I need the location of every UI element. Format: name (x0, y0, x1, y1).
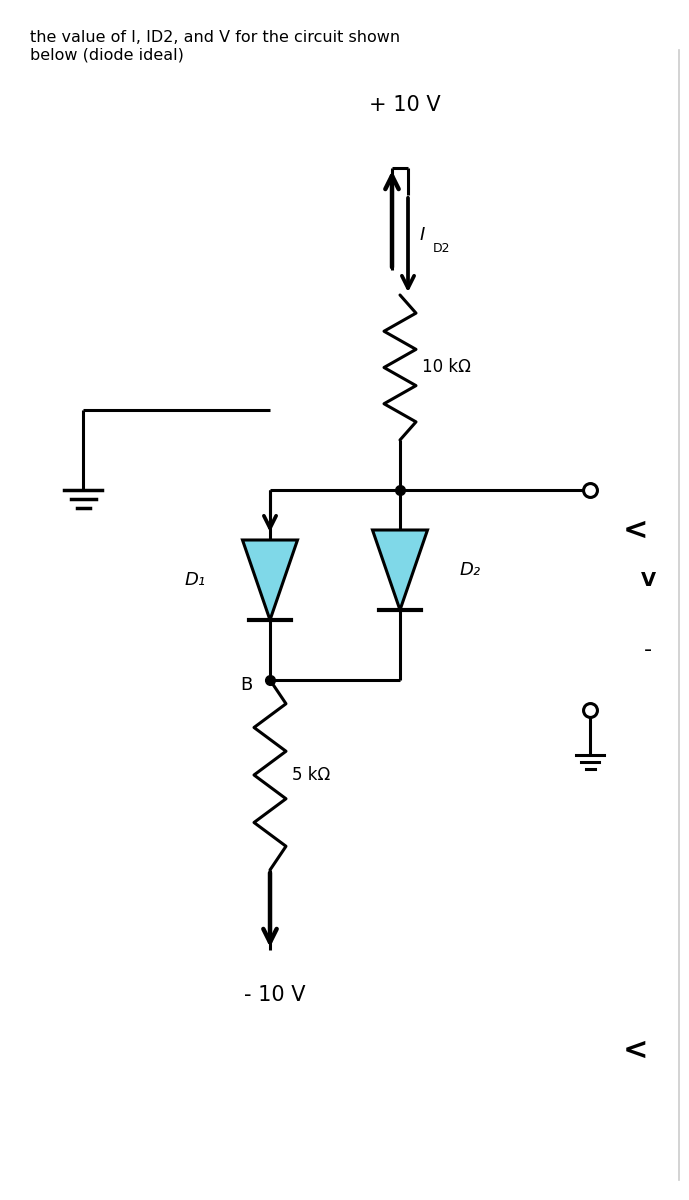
Polygon shape (373, 530, 427, 610)
Polygon shape (243, 540, 298, 620)
Text: D₁: D₁ (185, 571, 206, 589)
Text: I: I (420, 226, 425, 244)
Text: <: < (622, 1036, 648, 1064)
Text: I: I (288, 541, 294, 559)
Text: the value of I, ID2, and V for the circuit shown
below (diode ideal): the value of I, ID2, and V for the circu… (30, 30, 400, 62)
Text: V: V (641, 570, 655, 589)
Text: <: < (622, 516, 648, 545)
Text: B: B (240, 676, 252, 694)
Text: 10 kΩ: 10 kΩ (422, 359, 471, 377)
Text: -: - (644, 640, 652, 660)
Text: D₂: D₂ (460, 560, 481, 578)
Text: D2: D2 (433, 241, 451, 254)
Text: 5 kΩ: 5 kΩ (292, 766, 330, 784)
Text: - 10 V: - 10 V (244, 985, 306, 1006)
Text: + 10 V: + 10 V (369, 95, 441, 115)
